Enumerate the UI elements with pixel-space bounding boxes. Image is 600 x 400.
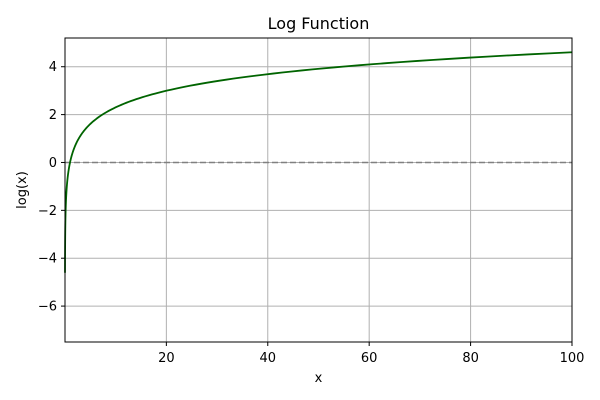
x-tick-label: 100: [560, 351, 585, 366]
y-tick-label: 4: [49, 60, 57, 75]
y-axis-ticks: −6 −4 −2 0 2 4: [38, 60, 65, 315]
x-tick-label: 60: [361, 351, 378, 366]
x-tick-label: 80: [462, 351, 479, 366]
y-axis-label: log(x): [15, 171, 30, 209]
y-tick-label: −4: [38, 252, 57, 267]
y-tick-label: 0: [49, 156, 57, 171]
plot-frame: [64, 37, 573, 343]
x-tick-label: 20: [158, 351, 175, 366]
x-tick-label: 40: [259, 351, 276, 366]
y-tick-label: −2: [38, 204, 57, 219]
y-tick-label: 2: [49, 108, 57, 123]
x-axis-ticks: 20 40 60 80 100: [158, 342, 584, 366]
chart-title: Log Function: [268, 14, 370, 33]
x-axis-label: x: [315, 371, 323, 386]
y-tick-label: −6: [38, 300, 57, 315]
